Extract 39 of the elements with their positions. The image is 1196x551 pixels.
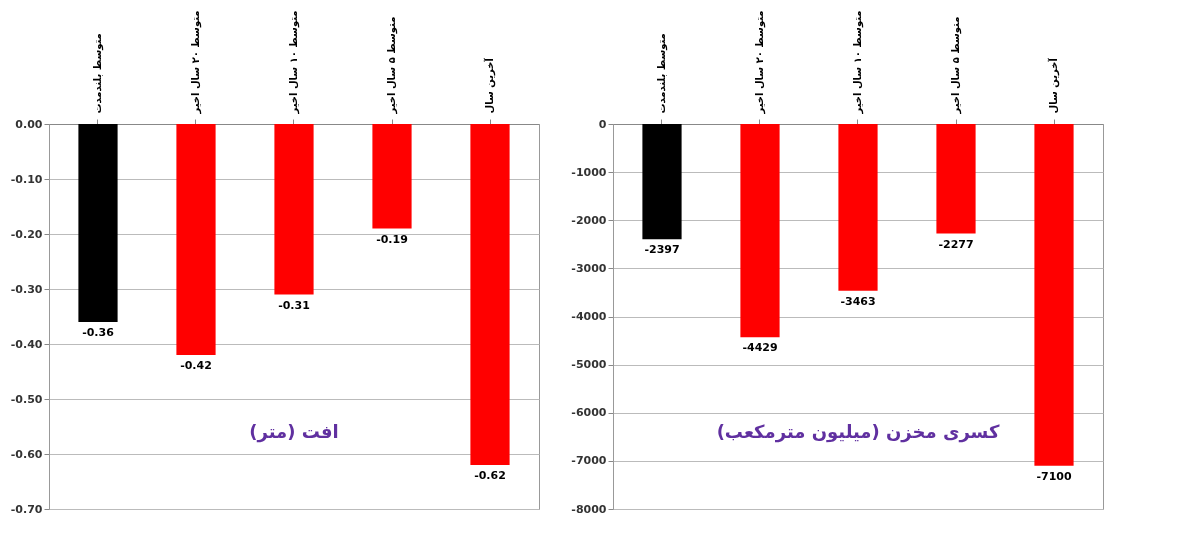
y-tick-label: -4000 — [571, 310, 607, 323]
data-label: -0.62 — [474, 469, 506, 482]
x-tick-label: متوسط بلندمدت — [92, 33, 104, 114]
y-tick-label: -7000 — [571, 454, 607, 468]
data-label: -2397 — [644, 243, 680, 257]
y-tick-label: -0.10 — [10, 172, 43, 186]
y-tick-label: -0.30 — [10, 282, 43, 296]
x-tick-label: متوسط بلندمدت — [656, 33, 668, 114]
x-tick-label: آخرین سال — [483, 57, 496, 114]
data-label: -4429 — [742, 341, 778, 355]
x-tick-label: آخرین سال — [1047, 57, 1060, 114]
x-tick-label: متوسط ۲۰ سال اخیر — [190, 10, 202, 115]
data-label: -0.19 — [376, 232, 408, 246]
data-label: -0.42 — [180, 359, 212, 372]
y-tick-label: -5000 — [571, 358, 607, 372]
y-tick-label: -3000 — [571, 261, 607, 275]
y-tick-label: -0.40 — [10, 337, 43, 351]
y-tick-label: -8000 — [571, 502, 607, 516]
data-label: -3463 — [840, 294, 876, 308]
x-tick-label: متوسط ۱۰ سال اخیر — [852, 10, 864, 115]
y-tick-label: -0.60 — [10, 447, 43, 461]
y-tick-label: -0.50 — [10, 392, 43, 406]
y-tick-label: -6000 — [571, 406, 607, 420]
text: افت (متر) — [249, 421, 339, 443]
x-tick-label: متوسط ۲۰ سال اخیر — [754, 10, 766, 115]
data-label: -7100 — [1036, 469, 1072, 483]
data-label: -0.36 — [82, 326, 115, 339]
y-tick-label: 0.00 — [15, 117, 43, 131]
y-tick-label: -1000 — [571, 165, 607, 179]
text: کسری مخزن (میلیون مترمکعب) — [716, 421, 1000, 443]
x-tick-label: متوسط ۱۰ سال اخیر — [288, 10, 300, 115]
y-tick-label: 0 — [598, 117, 607, 131]
x-tick-label: متوسط ۵ سال اخیر — [950, 16, 962, 115]
data-label: -2277 — [938, 237, 974, 251]
y-tick-label: -0.20 — [10, 227, 43, 241]
data-label: -0.31 — [278, 298, 310, 312]
x-tick-label: متوسط ۵ سال اخیر — [386, 16, 398, 115]
y-tick-label: -2000 — [571, 213, 607, 227]
y-tick-label: -0.70 — [10, 502, 43, 516]
